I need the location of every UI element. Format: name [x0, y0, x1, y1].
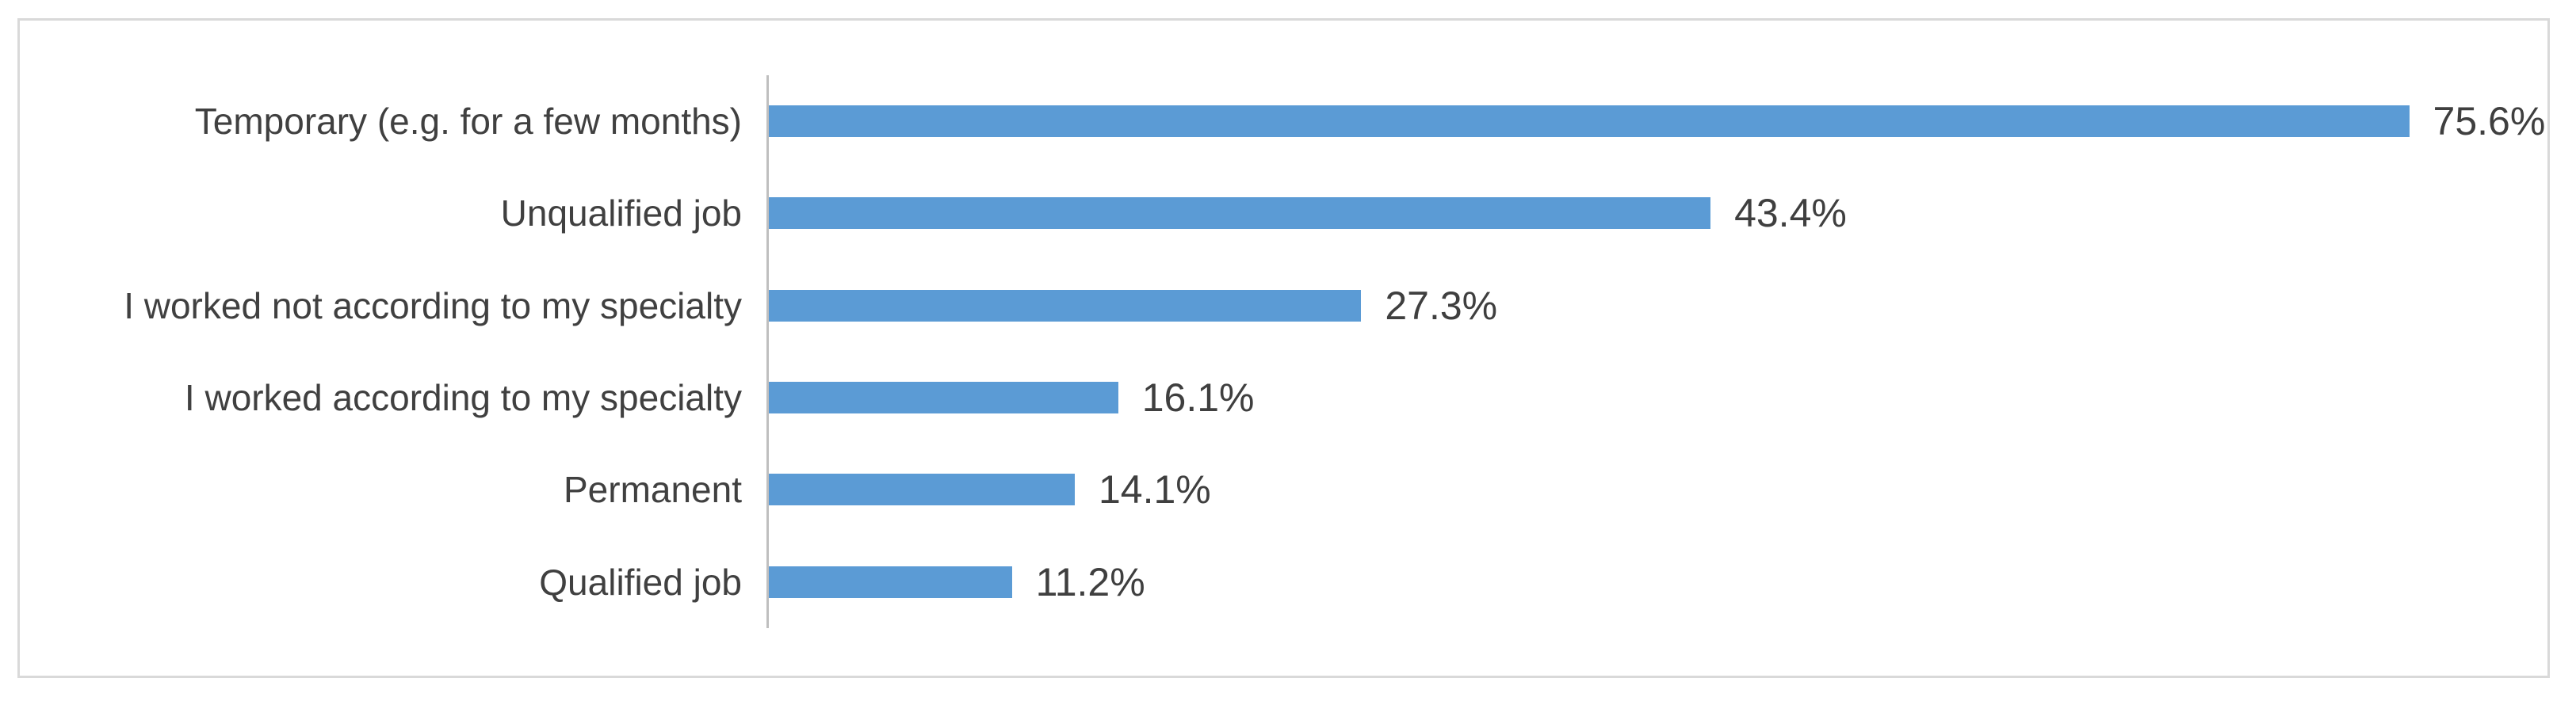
category-label: Temporary (e.g. for a few months): [194, 101, 742, 143]
bar-chart: Temporary (e.g. for a few months) 75.6% …: [17, 18, 2550, 678]
category-label: Qualified job: [539, 561, 742, 603]
value-label: 43.4%: [1734, 191, 1847, 236]
value-label: 16.1%: [1141, 375, 1255, 421]
value-label: 11.2%: [1035, 559, 1145, 604]
chart-row: I worked according to my specialty 16.1%: [20, 352, 2547, 444]
value-label: 27.3%: [1385, 283, 1498, 328]
value-label: 75.6%: [2433, 99, 2546, 144]
chart-row: Qualified job 11.2%: [20, 536, 2547, 628]
bar: [769, 105, 2410, 138]
category-label: I worked not according to my specialty: [124, 284, 742, 326]
bar: [769, 474, 1075, 506]
category-label: Unqualified job: [500, 192, 742, 234]
chart-row: Unqualified job 43.4%: [20, 167, 2547, 259]
plot-area: Temporary (e.g. for a few months) 75.6% …: [20, 75, 2547, 628]
category-label: Permanent: [563, 469, 742, 511]
chart-row: I worked not according to my specialty 2…: [20, 260, 2547, 352]
chart-row: Temporary (e.g. for a few months) 75.6%: [20, 75, 2547, 167]
bar: [769, 566, 1012, 598]
category-label: I worked according to my specialty: [184, 377, 742, 419]
bar: [769, 289, 1362, 322]
value-label: 14.1%: [1098, 467, 1211, 512]
bar: [769, 382, 1118, 414]
y-axis-line: [766, 75, 769, 628]
bar: [769, 197, 1711, 230]
chart-row: Permanent 14.1%: [20, 444, 2547, 535]
